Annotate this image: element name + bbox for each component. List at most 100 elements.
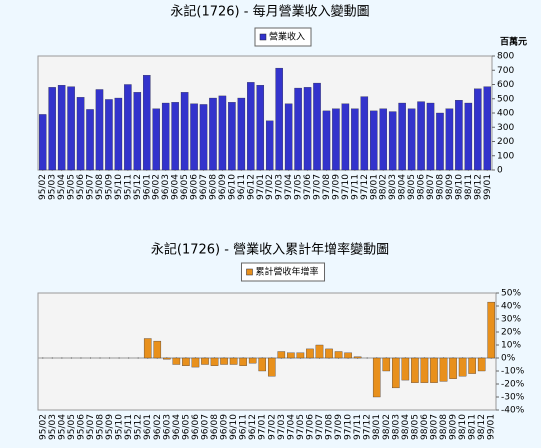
bar bbox=[334, 351, 343, 359]
y-tick-label: -10% bbox=[501, 367, 525, 377]
bar bbox=[191, 357, 200, 368]
x-tick-label: 98/11 bbox=[464, 174, 474, 200]
x-tick-label: 96/07 bbox=[200, 414, 210, 440]
bar bbox=[171, 102, 179, 171]
bar bbox=[105, 99, 113, 171]
x-tick-label: 97/10 bbox=[341, 174, 351, 200]
bar bbox=[313, 82, 321, 171]
bar bbox=[275, 67, 283, 171]
bar bbox=[67, 86, 75, 171]
x-tick-label: 97/04 bbox=[284, 174, 294, 200]
x-tick-label: 97/07 bbox=[313, 174, 323, 200]
x-tick-label: 95/07 bbox=[86, 174, 96, 200]
bar bbox=[344, 352, 352, 359]
bar bbox=[430, 357, 438, 383]
y-tick-label: 600 bbox=[497, 80, 514, 90]
x-tick-label: 95/02 bbox=[38, 174, 48, 200]
bar bbox=[220, 357, 228, 365]
y-tick-label: 500 bbox=[497, 94, 514, 104]
bar bbox=[411, 357, 419, 383]
x-tick-label: 98/04 bbox=[401, 414, 411, 440]
bar bbox=[294, 87, 302, 171]
x-tick-label: 99/01 bbox=[487, 414, 497, 440]
x-tick-label: 95/11 bbox=[123, 174, 133, 200]
x-tick-label: 96/06 bbox=[190, 174, 200, 200]
bar bbox=[296, 352, 305, 359]
bar bbox=[237, 97, 246, 171]
x-tick-label: 95/03 bbox=[48, 174, 58, 200]
bar bbox=[218, 95, 227, 171]
y-tick-label: 50% bbox=[501, 289, 521, 299]
bar bbox=[401, 357, 410, 381]
bar bbox=[439, 357, 448, 382]
x-tick-label: 96/03 bbox=[161, 174, 171, 200]
bar bbox=[172, 357, 181, 365]
x-tick-label: 98/06 bbox=[417, 174, 427, 200]
chart-title: 永記(1726) - 每月營業收入變動圖 bbox=[170, 4, 369, 20]
y-tick-label: 700 bbox=[497, 66, 514, 76]
bar bbox=[287, 352, 295, 359]
x-tick-label: 98/10 bbox=[454, 174, 464, 200]
x-tick-label: 97/10 bbox=[344, 414, 354, 440]
bar bbox=[143, 338, 152, 359]
x-tick-label: 96/06 bbox=[191, 414, 201, 440]
x-tick-label: 95/10 bbox=[114, 174, 124, 200]
x-tick-label: 97/08 bbox=[322, 174, 332, 200]
x-tick-label: 96/12 bbox=[248, 414, 258, 440]
x-tick-label: 95/09 bbox=[104, 174, 114, 200]
x-tick-label: 96/08 bbox=[208, 174, 218, 200]
y-tick-label: 0% bbox=[501, 354, 516, 364]
x-tick-label: 96/11 bbox=[237, 174, 247, 200]
x-tick-label: 97/02 bbox=[265, 174, 275, 200]
x-tick-label: 96/02 bbox=[153, 414, 163, 440]
bar bbox=[182, 357, 190, 366]
x-tick-label: 96/10 bbox=[229, 414, 239, 440]
x-tick-label: 95/06 bbox=[76, 174, 86, 200]
legend-label: 營業收入 bbox=[269, 31, 305, 43]
x-tick-label: 98/12 bbox=[477, 414, 487, 440]
bar bbox=[449, 357, 457, 379]
x-tick-label: 97/04 bbox=[286, 414, 296, 440]
bar bbox=[370, 110, 378, 171]
plot-area bbox=[37, 55, 493, 171]
bar bbox=[265, 120, 274, 171]
x-tick-label: 96/04 bbox=[171, 174, 181, 200]
x-tick-label: 95/07 bbox=[86, 414, 96, 440]
x-tick-label: 98/11 bbox=[468, 414, 478, 440]
x-tick-label: 97/06 bbox=[303, 174, 313, 200]
bar bbox=[468, 357, 476, 374]
x-tick-label: 96/04 bbox=[172, 414, 182, 440]
x-tick-label: 97/06 bbox=[305, 414, 315, 440]
x-tick-label: 98/04 bbox=[398, 174, 408, 200]
x-tick-label: 95/12 bbox=[133, 174, 143, 200]
x-tick-label: 97/03 bbox=[277, 414, 287, 440]
x-tick-label: 95/03 bbox=[48, 414, 58, 440]
bar bbox=[436, 112, 444, 171]
bar bbox=[474, 88, 482, 171]
bar bbox=[152, 108, 160, 171]
y-tick-label: 300 bbox=[497, 123, 514, 133]
y-tick-label: 400 bbox=[497, 109, 514, 119]
x-tick-label: 96/09 bbox=[220, 414, 230, 440]
bar bbox=[247, 82, 255, 171]
bar bbox=[332, 108, 340, 171]
bar bbox=[248, 357, 257, 364]
bar bbox=[360, 96, 369, 171]
x-tick-label: 97/08 bbox=[325, 414, 335, 440]
bar bbox=[325, 348, 333, 359]
x-tick-label: 96/02 bbox=[152, 174, 162, 200]
bar bbox=[57, 85, 66, 171]
x-tick-label: 98/03 bbox=[391, 414, 401, 440]
x-tick-label: 97/02 bbox=[267, 414, 277, 440]
bar bbox=[163, 357, 171, 360]
x-tick-label: 98/09 bbox=[449, 414, 459, 440]
x-tick-label: 95/02 bbox=[38, 414, 48, 440]
legend: 營業收入 bbox=[254, 27, 312, 47]
y-tick-label: 100 bbox=[497, 151, 514, 161]
bar bbox=[153, 340, 162, 359]
bar bbox=[190, 103, 198, 171]
y-tick-label: 200 bbox=[497, 137, 514, 147]
x-tick-label: 99/01 bbox=[483, 174, 493, 200]
x-tick-label: 98/10 bbox=[458, 414, 468, 440]
